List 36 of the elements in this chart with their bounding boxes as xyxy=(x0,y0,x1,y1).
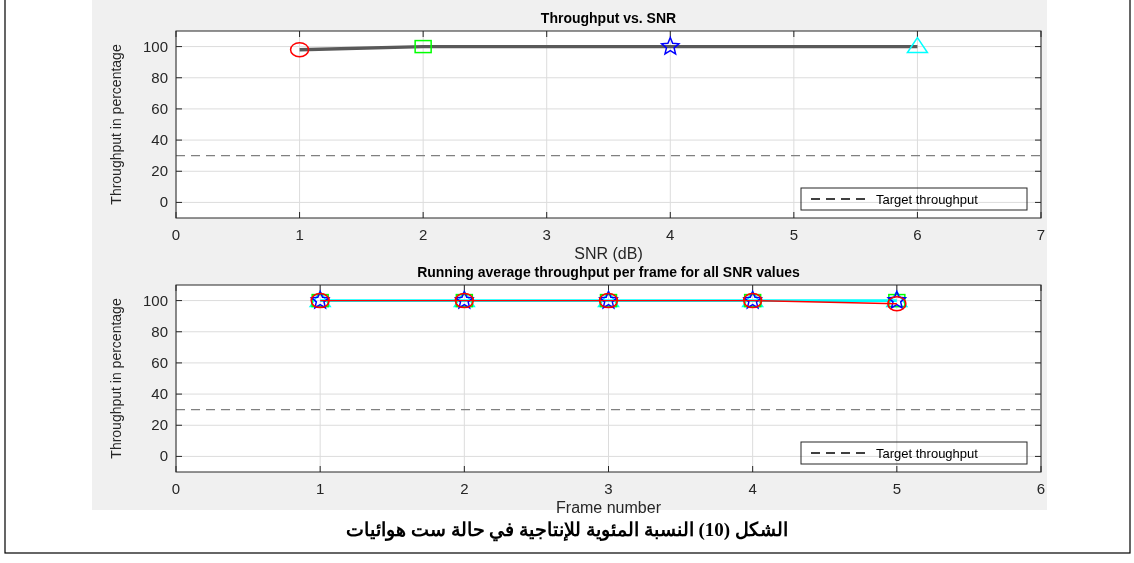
y-tick-label: 0 xyxy=(159,193,168,211)
x-tick-label: 3 xyxy=(604,480,613,497)
x-tick-label: 4 xyxy=(748,480,757,497)
y-tick-label: 100 xyxy=(142,291,168,309)
text: الشكل (10) النسبة المئوية للإنتاجية في حالة ست هوائيات xyxy=(346,519,788,542)
y-tick-label: 40 xyxy=(151,385,168,403)
x-tick-label: 2 xyxy=(418,226,428,243)
y-tick-label: 60 xyxy=(151,99,168,117)
x-axis-title: SNR (dB) xyxy=(574,245,643,262)
x-tick-label: 0 xyxy=(171,480,181,497)
y-tick-label: 60 xyxy=(151,353,168,371)
y-tick-label: 80 xyxy=(151,322,168,340)
y-tick-label: 20 xyxy=(151,416,168,434)
x-tick-label: 3 xyxy=(542,226,551,243)
y-axis-title: Throughput in percentage xyxy=(108,298,124,459)
x-tick-label: 7 xyxy=(1036,226,1046,243)
y-tick-label: 20 xyxy=(151,162,168,180)
ref-line-label: Target throughput xyxy=(876,446,979,461)
y-tick-label: 40 xyxy=(151,131,168,149)
y-tick-label: 0 xyxy=(159,447,168,465)
chart-title: Throughput vs. SNR xyxy=(540,10,677,26)
x-tick-label: 6 xyxy=(913,226,922,243)
x-tick-label: 5 xyxy=(789,226,799,243)
x-tick-label: 0 xyxy=(171,226,181,243)
y-tick-label: 100 xyxy=(142,37,168,55)
x-axis-title: Frame number xyxy=(556,499,662,516)
x-tick-label: 6 xyxy=(1036,480,1046,497)
x-tick-label: 1 xyxy=(295,226,304,243)
ref-line-label: Target throughput xyxy=(876,192,979,207)
x-tick-label: 2 xyxy=(460,480,469,497)
y-tick-label: 80 xyxy=(151,68,168,86)
y-axis-title: Throughput in percentage xyxy=(108,44,124,205)
x-tick-label: 4 xyxy=(666,226,675,243)
x-tick-label: 5 xyxy=(892,480,902,497)
x-tick-label: 1 xyxy=(315,480,325,497)
chart-title: Running average throughput per frame for all SNR values xyxy=(417,264,801,280)
